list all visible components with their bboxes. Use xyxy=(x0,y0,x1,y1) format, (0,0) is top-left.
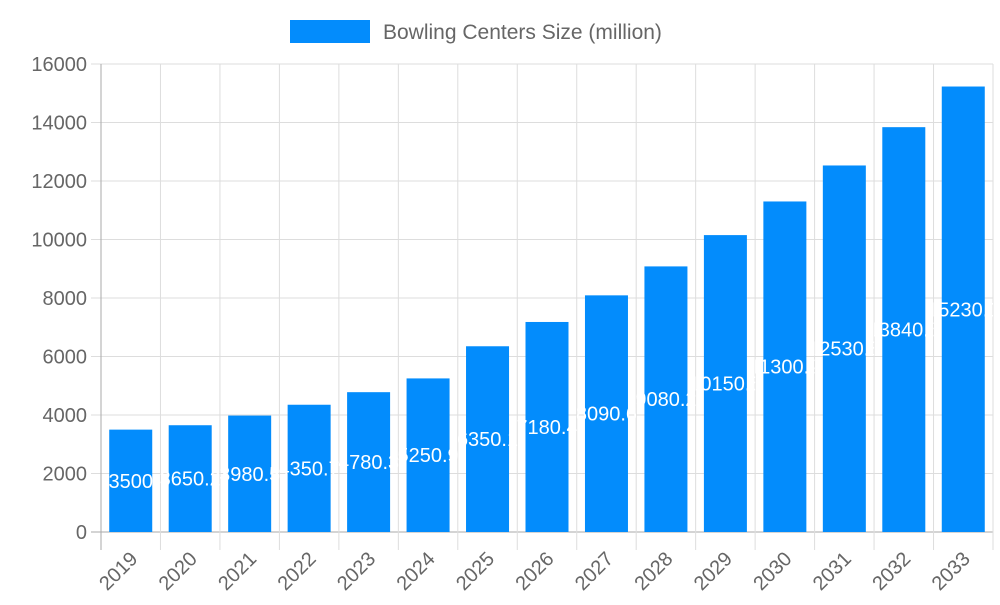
y-tick-label: 0 xyxy=(76,522,87,544)
x-tick-label: 2032 xyxy=(868,548,915,595)
y-tick-label: 12000 xyxy=(31,171,87,193)
x-tick-label: 2019 xyxy=(95,548,142,595)
data-label: 11300.2 xyxy=(749,357,820,379)
legend-swatch xyxy=(290,20,370,43)
bar xyxy=(466,346,510,532)
data-label: 4780.3 xyxy=(338,452,399,474)
y-tick-label: 14000 xyxy=(31,113,87,135)
bar xyxy=(644,266,688,532)
x-tick-label: 2030 xyxy=(749,548,796,595)
data-label: 7180.4 xyxy=(516,417,577,439)
x-tick-label: 2027 xyxy=(571,548,618,595)
bar xyxy=(228,415,272,532)
bar xyxy=(168,425,212,532)
legend[interactable]: Bowling Centers Size (million) xyxy=(290,20,662,44)
x-tick-label: 2023 xyxy=(333,548,380,595)
x-tick-label: 2024 xyxy=(393,548,440,595)
x-tick-label: 2026 xyxy=(512,548,559,595)
y-tick-label: 2000 xyxy=(43,464,88,486)
y-tick-label: 16000 xyxy=(31,54,87,76)
data-label: 15230.1 xyxy=(927,299,999,321)
y-tick-label: 4000 xyxy=(43,405,88,427)
x-tick-label: 2028 xyxy=(630,548,677,595)
y-tick-label: 6000 xyxy=(43,347,88,369)
x-tick-label: 2031 xyxy=(809,548,856,595)
bar xyxy=(109,429,153,532)
data-label: 3980.5 xyxy=(219,464,280,486)
bar xyxy=(525,321,569,532)
data-label: 8090.6 xyxy=(576,404,637,426)
data-label: 10150.5 xyxy=(689,374,761,396)
data-label: 3500 xyxy=(108,471,153,493)
data-label: 5250.9 xyxy=(397,445,458,467)
legend-label: Bowling Centers Size (million) xyxy=(383,21,662,44)
x-tick-label: 2020 xyxy=(155,548,202,595)
bar xyxy=(941,86,985,532)
x-tick-label: 2033 xyxy=(928,548,975,595)
data-label: 13840.5 xyxy=(868,320,940,342)
data-label: 3650.2 xyxy=(160,469,221,491)
bar xyxy=(703,235,747,532)
bar xyxy=(406,378,450,532)
bar xyxy=(882,127,926,532)
y-tick-label: 10000 xyxy=(31,230,87,252)
x-tick-label: 2029 xyxy=(690,548,737,595)
y-tick-label: 8000 xyxy=(43,288,88,310)
x-tick-label: 2022 xyxy=(274,548,321,595)
data-label: 9080.2 xyxy=(635,389,696,411)
data-label: 6350.1 xyxy=(457,429,518,451)
x-tick-label: 2021 xyxy=(214,548,261,595)
data-label: 12530.8 xyxy=(808,339,880,361)
bar xyxy=(822,165,866,532)
bar xyxy=(347,392,391,532)
data-label: 4350.7 xyxy=(279,458,340,480)
bar xyxy=(763,201,807,532)
x-tick-label: 2025 xyxy=(452,548,499,595)
bar xyxy=(287,404,331,532)
bar xyxy=(584,295,628,532)
